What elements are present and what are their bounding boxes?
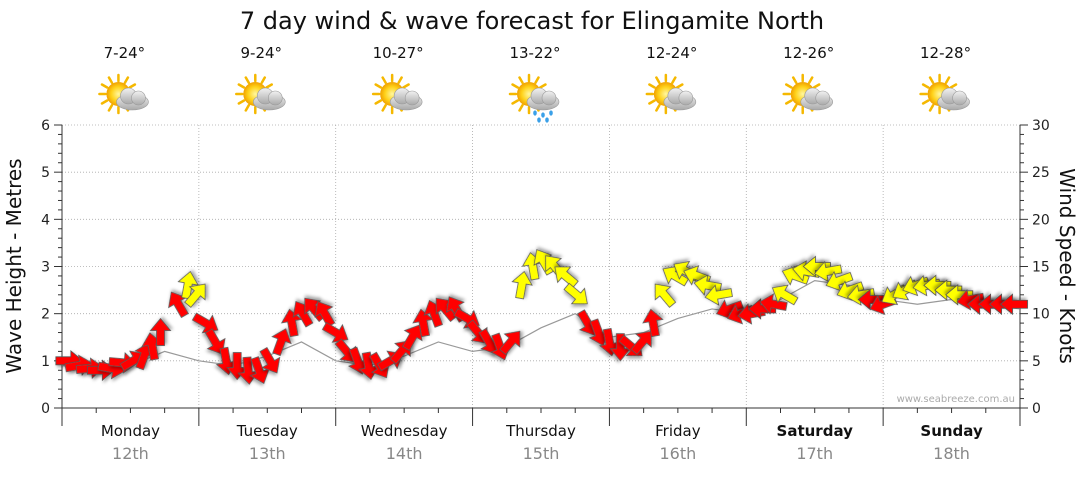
partly-cloudy-icon [919,73,970,115]
day-date: 12th [112,444,149,463]
wind-arrow [813,260,843,283]
temperature-range: 12-26° [783,44,834,62]
temperature-range: 12-28° [920,44,971,62]
left-tick-label: 1 [41,354,50,370]
axes: 0 1 2 3 4 5 6 0 5 10 15 20 25 30 [41,118,1050,426]
left-tick-label: 0 [41,401,50,417]
partly-cloudy-rain-icon [508,73,560,123]
temperature-range: 7-24° [104,44,146,62]
partly-cloudy-icon [235,73,286,115]
day-date: 13th [249,444,286,463]
day-date: 14th [386,444,423,463]
day-date: 17th [796,444,833,463]
right-axis-label: Wind Speed - Knots [1055,168,1079,364]
wind-arrow [704,284,733,306]
day-date: 15th [523,444,560,463]
day-date: 18th [933,444,970,463]
temperature-range: 10-27° [373,44,424,62]
wind-arrow [511,270,533,300]
left-tick-label: 3 [41,260,50,276]
wind-arrow [563,282,588,305]
wind-arrow [654,283,677,308]
right-tick-label: 20 [1032,212,1050,228]
right-tick-label: 0 [1032,401,1041,417]
wind-arrow [184,283,206,308]
wind-arrow [271,328,292,357]
wind-arrow [630,330,652,356]
temperature-row: 7-24° 9-24° 10-27° 13-22° 12-24° 12-26° 12-28° [104,44,971,62]
day-date: 16th [659,444,696,463]
wind-arrow [554,266,579,288]
day-name: Monday [101,422,160,440]
wind-arrow [609,333,632,362]
wind-arrow [825,270,854,292]
temperature-range: 13-22° [509,44,560,62]
grid-lines [62,124,1020,408]
wind-arrow [204,328,226,355]
wind-arrow [347,346,369,375]
left-axis-label: Wave Height - Metres [2,158,26,373]
day-name: Thursday [505,422,576,440]
left-tick-label: 2 [41,307,50,323]
right-tick-label: 30 [1032,118,1050,134]
wind-arrow [498,330,521,356]
day-name: Wednesday [361,422,448,440]
wind-arrow [642,308,664,338]
right-tick-label: 5 [1032,354,1041,370]
temperature-range: 9-24° [241,44,283,62]
day-name: Friday [655,422,701,440]
day-labels: Monday 12th Tuesday 13th Wednesday 14th Thursd… [101,422,983,463]
wind-arrow [168,291,189,319]
left-tick-label: 5 [41,165,50,181]
wind-arrow [857,288,886,311]
wind-arrow [249,356,270,385]
left-tick-label: 6 [41,118,50,134]
watermark: www.seabreeze.com.au [897,394,1015,405]
day-name: Saturday [777,422,854,440]
temperature-range: 12-24° [646,44,697,62]
partly-cloudy-icon [782,73,834,115]
wind-arrow [999,293,1028,316]
wind-arrow [771,284,799,306]
wind-arrow [259,347,281,374]
wind-arrow [802,255,831,278]
weather-icons-row [98,73,970,123]
right-tick-label: 15 [1032,260,1050,276]
partly-cloudy-icon [371,73,423,115]
chart-title: 7 day wind & wave forecast for Elingamit… [240,7,824,35]
right-tick-label: 25 [1032,165,1050,181]
wind-arrow [149,317,172,346]
partly-cloudy-icon [645,73,697,115]
day-name: Tuesday [236,422,298,440]
wind-arrow [759,293,788,315]
wind-arrow [662,265,689,287]
partly-cloudy-icon [98,73,149,115]
wind-arrows [55,249,1028,385]
left-tick-label: 4 [41,212,50,228]
wind-arrow [314,301,336,328]
day-name: Sunday [920,422,983,440]
right-tick-label: 10 [1032,307,1050,323]
wind-arrow [945,283,974,306]
